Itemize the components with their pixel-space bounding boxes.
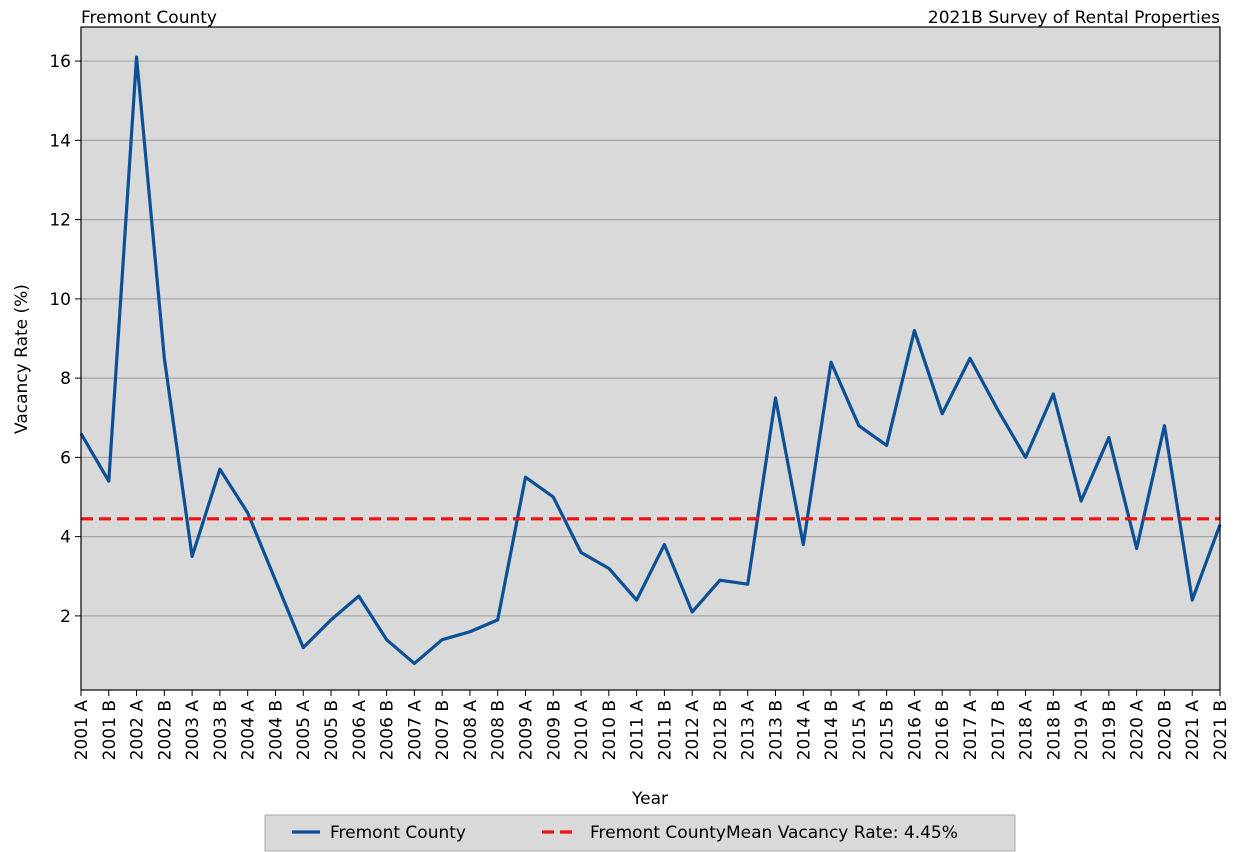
x-tick-label: 2021 B bbox=[1211, 700, 1231, 760]
plot-area bbox=[81, 27, 1220, 690]
series-line bbox=[79, 55, 1222, 666]
x-tick-label: 2001 A bbox=[72, 700, 92, 761]
x-tick-label: 2021 A bbox=[1183, 700, 1203, 761]
y-tick-label: 6 bbox=[60, 448, 71, 468]
y-axis-label: Vacancy Rate (%) bbox=[12, 284, 32, 434]
x-tick-label: 2004 A bbox=[239, 700, 259, 761]
legend-label: Fremont CountyMean Vacancy Rate: 4.45% bbox=[590, 823, 958, 843]
x-tick-label: 2002 A bbox=[128, 700, 148, 761]
x-tick-label: 2007 B bbox=[433, 700, 453, 760]
x-tick-label: 2009 A bbox=[516, 700, 536, 761]
x-tick-label: 2008 B bbox=[489, 700, 509, 760]
x-tick-label: 2010 A bbox=[572, 700, 592, 761]
x-tick-label: 2003 B bbox=[211, 700, 231, 760]
x-tick-label: 2002 B bbox=[155, 700, 175, 760]
x-tick-label: 2017 A bbox=[961, 700, 981, 761]
x-tick-label: 2011 B bbox=[655, 700, 675, 760]
x-tick-label: 2013 A bbox=[739, 700, 759, 761]
x-tick-label: 2003 A bbox=[183, 700, 203, 761]
x-tick-label: 2017 B bbox=[989, 700, 1009, 760]
x-axis-label: Year bbox=[631, 789, 668, 809]
chart-title-left: Fremont County bbox=[81, 8, 217, 28]
x-tick-label: 2005 B bbox=[322, 700, 342, 760]
y-tick-label: 10 bbox=[49, 290, 71, 310]
y-tick-label: 16 bbox=[49, 52, 71, 72]
x-tick-label: 2020 A bbox=[1128, 700, 1148, 761]
x-tick-label: 2011 A bbox=[628, 700, 648, 761]
x-tick-label: 2009 B bbox=[544, 700, 564, 760]
plot-frame bbox=[80, 26, 1221, 691]
x-tick-label: 2001 B bbox=[100, 700, 120, 760]
x-tick-label: 2006 B bbox=[378, 700, 398, 760]
x-tick-label: 2019 A bbox=[1072, 700, 1092, 761]
x-tick-label: 2007 A bbox=[405, 700, 425, 761]
x-tick-label: 2004 B bbox=[266, 700, 286, 760]
x-tick-label: 2018 A bbox=[1017, 700, 1037, 761]
x-tick-label: 2005 A bbox=[294, 700, 314, 761]
legend-box bbox=[264, 814, 1016, 852]
x-tick-label: 2019 B bbox=[1100, 700, 1120, 760]
y-tick-label: 4 bbox=[60, 528, 71, 548]
y-tick-label: 2 bbox=[60, 607, 71, 627]
x-tick-label: 2012 B bbox=[711, 700, 731, 760]
legend: Fremont County Fremont CountyMean Vacancy… bbox=[264, 814, 1016, 852]
y-tick-label: 12 bbox=[49, 211, 71, 231]
x-tick-label: 2020 B bbox=[1155, 700, 1175, 760]
x-tick-label: 2016 A bbox=[905, 700, 925, 761]
x-tick-label: 2012 A bbox=[683, 700, 703, 761]
x-tick-label: 2013 B bbox=[767, 700, 787, 760]
x-tick-label: 2018 B bbox=[1044, 700, 1064, 760]
y-tick-label: 14 bbox=[49, 131, 71, 151]
x-tick-label: 2008 A bbox=[461, 700, 481, 761]
x-tick-label: 2010 B bbox=[600, 700, 620, 760]
x-tick-label: 2015 A bbox=[850, 700, 870, 761]
x-tick-label: 2014 A bbox=[794, 700, 814, 761]
x-tick-label: 2014 B bbox=[822, 700, 842, 760]
x-tick-label: 2015 B bbox=[878, 700, 898, 760]
x-tick-label: 2006 A bbox=[350, 700, 370, 761]
x-tick-label: 2016 B bbox=[933, 700, 953, 760]
y-tick-label: 8 bbox=[60, 369, 71, 389]
legend-label: Fremont County bbox=[330, 823, 466, 843]
chart-title-right: 2021B Survey of Rental Properties bbox=[928, 8, 1220, 28]
